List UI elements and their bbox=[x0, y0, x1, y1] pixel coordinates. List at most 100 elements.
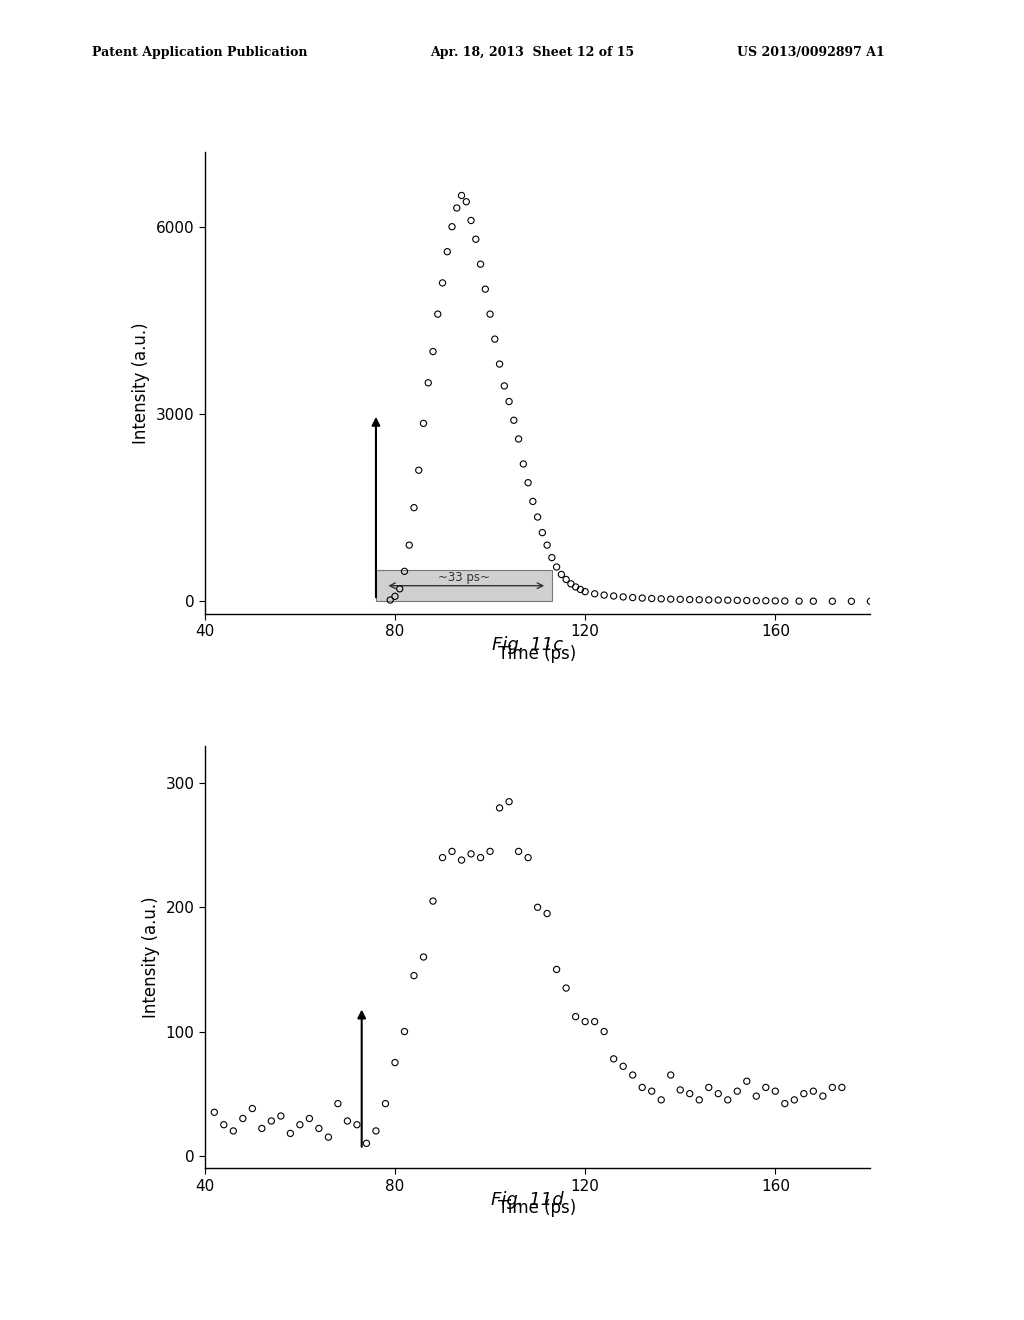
Point bbox=[710, 590, 726, 611]
Point bbox=[691, 1089, 708, 1110]
Point bbox=[738, 1071, 755, 1092]
Point bbox=[492, 354, 508, 375]
Point bbox=[625, 1064, 641, 1085]
Point bbox=[430, 304, 446, 325]
X-axis label: Time (ps): Time (ps) bbox=[499, 1199, 577, 1217]
Text: Patent Application Publication: Patent Application Publication bbox=[92, 46, 307, 59]
Point bbox=[796, 1084, 812, 1105]
Point bbox=[729, 590, 745, 611]
Point bbox=[463, 843, 479, 865]
Point bbox=[425, 341, 441, 362]
Bar bbox=[376, 570, 552, 602]
Point bbox=[572, 579, 589, 601]
Point bbox=[776, 1093, 793, 1114]
Point bbox=[643, 1081, 659, 1102]
Point bbox=[449, 198, 465, 219]
Point bbox=[406, 965, 422, 986]
Point bbox=[477, 279, 494, 300]
Point bbox=[539, 903, 555, 924]
Point bbox=[339, 1110, 355, 1131]
Point bbox=[310, 1118, 327, 1139]
Point bbox=[283, 1123, 299, 1144]
Point bbox=[605, 1048, 622, 1069]
Point bbox=[301, 1107, 317, 1129]
Point bbox=[244, 1098, 260, 1119]
Point bbox=[720, 1089, 736, 1110]
Point bbox=[596, 585, 612, 606]
Point bbox=[577, 581, 593, 602]
Point bbox=[377, 1093, 393, 1114]
Point bbox=[615, 1056, 632, 1077]
Point bbox=[862, 591, 879, 612]
Point bbox=[587, 1011, 603, 1032]
Point bbox=[544, 546, 560, 568]
Point bbox=[834, 1077, 850, 1098]
Point bbox=[497, 375, 513, 396]
Point bbox=[387, 1052, 403, 1073]
Point bbox=[563, 573, 580, 594]
Point bbox=[368, 1121, 384, 1142]
Point bbox=[443, 216, 460, 238]
Text: Fig. 11c: Fig. 11c bbox=[492, 636, 563, 655]
Point bbox=[805, 1081, 821, 1102]
Point bbox=[434, 847, 451, 869]
Point bbox=[443, 841, 460, 862]
Point bbox=[553, 564, 569, 585]
Point bbox=[653, 1089, 670, 1110]
Text: US 2013/0092897 A1: US 2013/0092897 A1 bbox=[737, 46, 885, 59]
Point bbox=[767, 1081, 783, 1102]
Point bbox=[672, 589, 688, 610]
Point bbox=[225, 1121, 242, 1142]
Point bbox=[700, 1077, 717, 1098]
Point bbox=[454, 185, 470, 206]
Point bbox=[520, 847, 537, 869]
Point bbox=[463, 210, 479, 231]
Point bbox=[625, 587, 641, 609]
Point bbox=[272, 1105, 289, 1126]
Point bbox=[567, 1006, 584, 1027]
Point bbox=[815, 1085, 831, 1106]
Point bbox=[468, 228, 484, 249]
Point bbox=[824, 590, 841, 611]
Point bbox=[767, 590, 783, 611]
Point bbox=[549, 557, 565, 578]
Point bbox=[634, 1077, 650, 1098]
Point bbox=[824, 1077, 841, 1098]
Point bbox=[539, 535, 555, 556]
Point bbox=[776, 590, 793, 611]
Point bbox=[587, 583, 603, 605]
Point bbox=[596, 1020, 612, 1041]
Point bbox=[396, 561, 413, 582]
Text: Fig. 11d: Fig. 11d bbox=[492, 1191, 563, 1209]
Point bbox=[216, 1114, 232, 1135]
Point bbox=[434, 272, 451, 293]
Y-axis label: Intensity (a.u.): Intensity (a.u.) bbox=[132, 322, 151, 444]
Point bbox=[330, 1093, 346, 1114]
Point bbox=[729, 1081, 745, 1102]
Point bbox=[292, 1114, 308, 1135]
Point bbox=[710, 1084, 726, 1105]
Point bbox=[720, 590, 736, 611]
Point bbox=[492, 797, 508, 818]
Point bbox=[391, 578, 408, 599]
Point bbox=[577, 1011, 593, 1032]
Point bbox=[321, 1126, 337, 1147]
Text: ~33 ps~: ~33 ps~ bbox=[438, 572, 489, 585]
Point bbox=[805, 590, 821, 611]
X-axis label: Time (ps): Time (ps) bbox=[499, 644, 577, 663]
Point bbox=[420, 372, 436, 393]
Point bbox=[738, 590, 755, 611]
Point bbox=[510, 429, 526, 450]
Point bbox=[682, 589, 698, 610]
Point bbox=[791, 590, 807, 611]
Point bbox=[643, 587, 659, 609]
Point bbox=[358, 1133, 375, 1154]
Point bbox=[439, 242, 456, 263]
Point bbox=[529, 507, 546, 528]
Point bbox=[406, 498, 422, 519]
Point bbox=[515, 453, 531, 474]
Text: Apr. 18, 2013  Sheet 12 of 15: Apr. 18, 2013 Sheet 12 of 15 bbox=[430, 46, 634, 59]
Point bbox=[482, 841, 499, 862]
Point bbox=[758, 1077, 774, 1098]
Point bbox=[472, 847, 488, 869]
